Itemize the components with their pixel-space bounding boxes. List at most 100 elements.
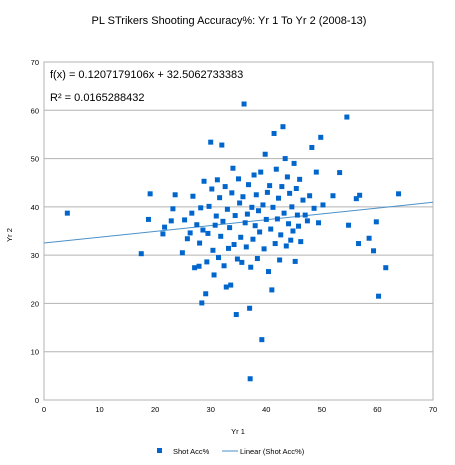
y-axis-ticks: 0 10 20 30 40 50 60 70 — [31, 58, 39, 405]
data-point — [284, 174, 290, 180]
data-point — [200, 227, 206, 233]
data-point — [330, 193, 336, 199]
data-point — [270, 204, 276, 210]
data-point — [254, 256, 260, 262]
data-point — [228, 282, 234, 288]
data-point — [396, 191, 402, 197]
data-point — [239, 259, 245, 265]
data-point — [138, 251, 144, 257]
data-point — [197, 240, 203, 246]
y-tick-label: 40 — [31, 203, 39, 212]
data-point — [309, 144, 315, 150]
data-point — [229, 190, 235, 196]
data-point — [356, 241, 362, 247]
x-tick-label: 30 — [207, 405, 215, 414]
data-point — [205, 230, 211, 236]
data-point — [300, 197, 306, 203]
data-point — [230, 165, 236, 171]
data-point — [199, 300, 205, 306]
data-point — [189, 210, 195, 216]
data-point — [383, 265, 389, 271]
data-point — [279, 184, 285, 190]
data-point — [236, 176, 241, 182]
data-point — [261, 246, 267, 252]
legend-marker-icon — [157, 448, 162, 453]
data-point — [179, 250, 185, 256]
x-tick-label: 70 — [429, 405, 437, 414]
data-point — [218, 233, 224, 239]
data-point — [268, 226, 274, 232]
data-point — [232, 213, 238, 219]
data-point — [196, 263, 202, 269]
data-point — [240, 194, 246, 200]
data-point — [248, 264, 254, 270]
data-point — [311, 205, 317, 211]
data-point — [353, 196, 359, 202]
data-point — [237, 200, 243, 206]
trend-equation: f(x) = 0.1207179106x + 32.5062733383 — [50, 69, 243, 81]
x-tick-label: 10 — [95, 405, 103, 414]
data-point — [263, 216, 269, 222]
data-point — [252, 223, 258, 229]
data-point — [204, 259, 210, 265]
data-point — [208, 139, 214, 145]
data-point — [160, 231, 166, 237]
data-point — [289, 204, 295, 210]
data-point — [234, 256, 240, 262]
legend: Shot Acc% Linear (Shot Acc%) — [157, 447, 305, 456]
data-point — [318, 134, 324, 140]
data-point — [357, 192, 363, 198]
data-point — [170, 206, 176, 212]
data-point — [304, 218, 310, 224]
data-point — [246, 182, 252, 188]
data-point — [282, 156, 288, 162]
data-point — [212, 222, 218, 228]
data-point — [210, 247, 216, 253]
data-point — [214, 177, 220, 183]
data-point — [184, 236, 190, 242]
data-point — [260, 202, 266, 208]
data-point — [217, 195, 223, 201]
data-point — [206, 203, 212, 209]
data-point — [247, 376, 253, 382]
data-points — [64, 101, 402, 382]
data-point — [168, 218, 174, 224]
data-point — [376, 293, 382, 299]
data-point — [242, 220, 248, 226]
y-tick-label: 60 — [31, 106, 39, 115]
y-axis-label: Yr 2 — [5, 228, 14, 242]
data-point — [291, 160, 297, 166]
data-point — [281, 210, 287, 216]
x-tick-label: 0 — [42, 405, 46, 414]
legend-trendline-label: Linear (Shot Acc%) — [240, 447, 305, 456]
data-point — [271, 130, 277, 136]
data-point — [288, 237, 294, 243]
x-tick-label: 60 — [373, 405, 381, 414]
data-point — [307, 193, 313, 199]
data-point — [266, 269, 272, 275]
data-point — [337, 170, 343, 176]
data-point — [211, 272, 217, 278]
data-point — [259, 337, 265, 343]
data-point — [256, 208, 262, 214]
data-point — [243, 244, 249, 250]
data-point — [247, 305, 253, 311]
data-point — [373, 219, 379, 225]
data-point — [231, 242, 237, 248]
data-point — [276, 195, 282, 201]
data-point — [257, 229, 263, 235]
data-point — [162, 224, 168, 230]
data-point — [224, 206, 230, 212]
r-squared-label: R² = 0.0165288432 — [50, 92, 145, 104]
data-point — [209, 186, 215, 192]
x-axis-label: Yr 1 — [231, 427, 245, 436]
data-point — [249, 204, 255, 210]
x-tick-label: 20 — [151, 405, 159, 414]
data-point — [313, 169, 319, 175]
data-point — [244, 211, 250, 217]
data-point — [296, 223, 302, 229]
data-point — [172, 192, 178, 198]
data-point — [280, 124, 286, 130]
data-point — [227, 225, 233, 231]
